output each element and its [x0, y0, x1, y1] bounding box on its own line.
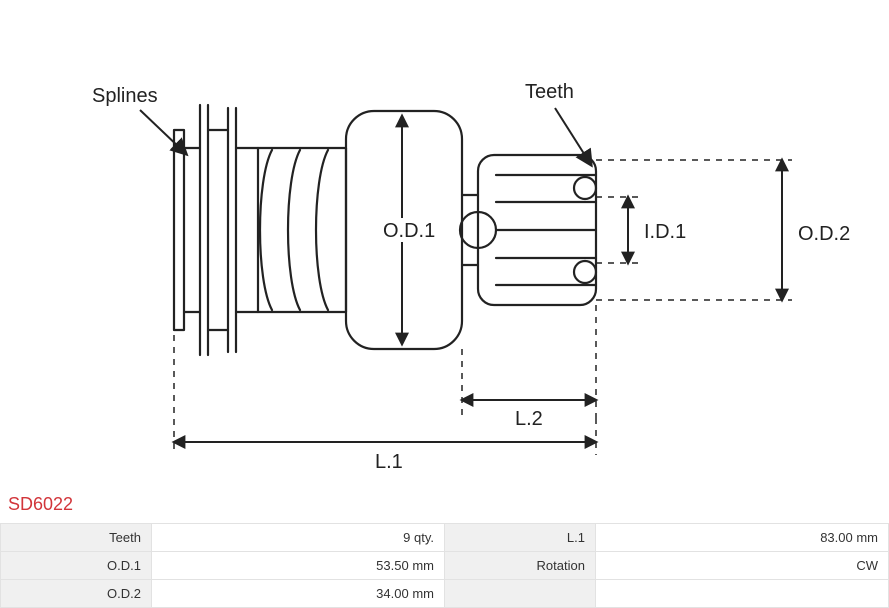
- table-row: Teeth9 qty.L.183.00 mm: [1, 524, 889, 552]
- table-row: O.D.153.50 mmRotationCW: [1, 552, 889, 580]
- label-od1: O.D.1: [383, 220, 435, 242]
- label-splines: Splines: [92, 85, 158, 107]
- label-l1: L.1: [375, 451, 403, 473]
- spec-label: O.D.1: [1, 552, 152, 580]
- spec-value: 53.50 mm: [151, 552, 444, 580]
- table-row: O.D.234.00 mm: [1, 580, 889, 608]
- spec-value: [595, 580, 888, 608]
- spec-value: 34.00 mm: [151, 580, 444, 608]
- label-od2: O.D.2: [798, 223, 850, 245]
- spec-value: CW: [595, 552, 888, 580]
- part-number: SD6022: [0, 490, 889, 523]
- diagram-svg: Splines Teeth O.D.1 I.D.1 O.D.2 L.2: [0, 0, 889, 490]
- spec-label: Rotation: [444, 552, 595, 580]
- spec-value: 83.00 mm: [595, 524, 888, 552]
- label-teeth: Teeth: [525, 81, 574, 103]
- spec-label: L.1: [444, 524, 595, 552]
- spec-label: [444, 580, 595, 608]
- spec-table: Teeth9 qty.L.183.00 mmO.D.153.50 mmRotat…: [0, 523, 889, 608]
- page-container: Splines Teeth O.D.1 I.D.1 O.D.2 L.2: [0, 0, 889, 608]
- label-l2: L.2: [515, 408, 543, 430]
- technical-diagram: Splines Teeth O.D.1 I.D.1 O.D.2 L.2: [0, 0, 889, 490]
- label-id1: I.D.1: [644, 221, 686, 243]
- spec-label: O.D.2: [1, 580, 152, 608]
- spec-value: 9 qty.: [151, 524, 444, 552]
- spec-label: Teeth: [1, 524, 152, 552]
